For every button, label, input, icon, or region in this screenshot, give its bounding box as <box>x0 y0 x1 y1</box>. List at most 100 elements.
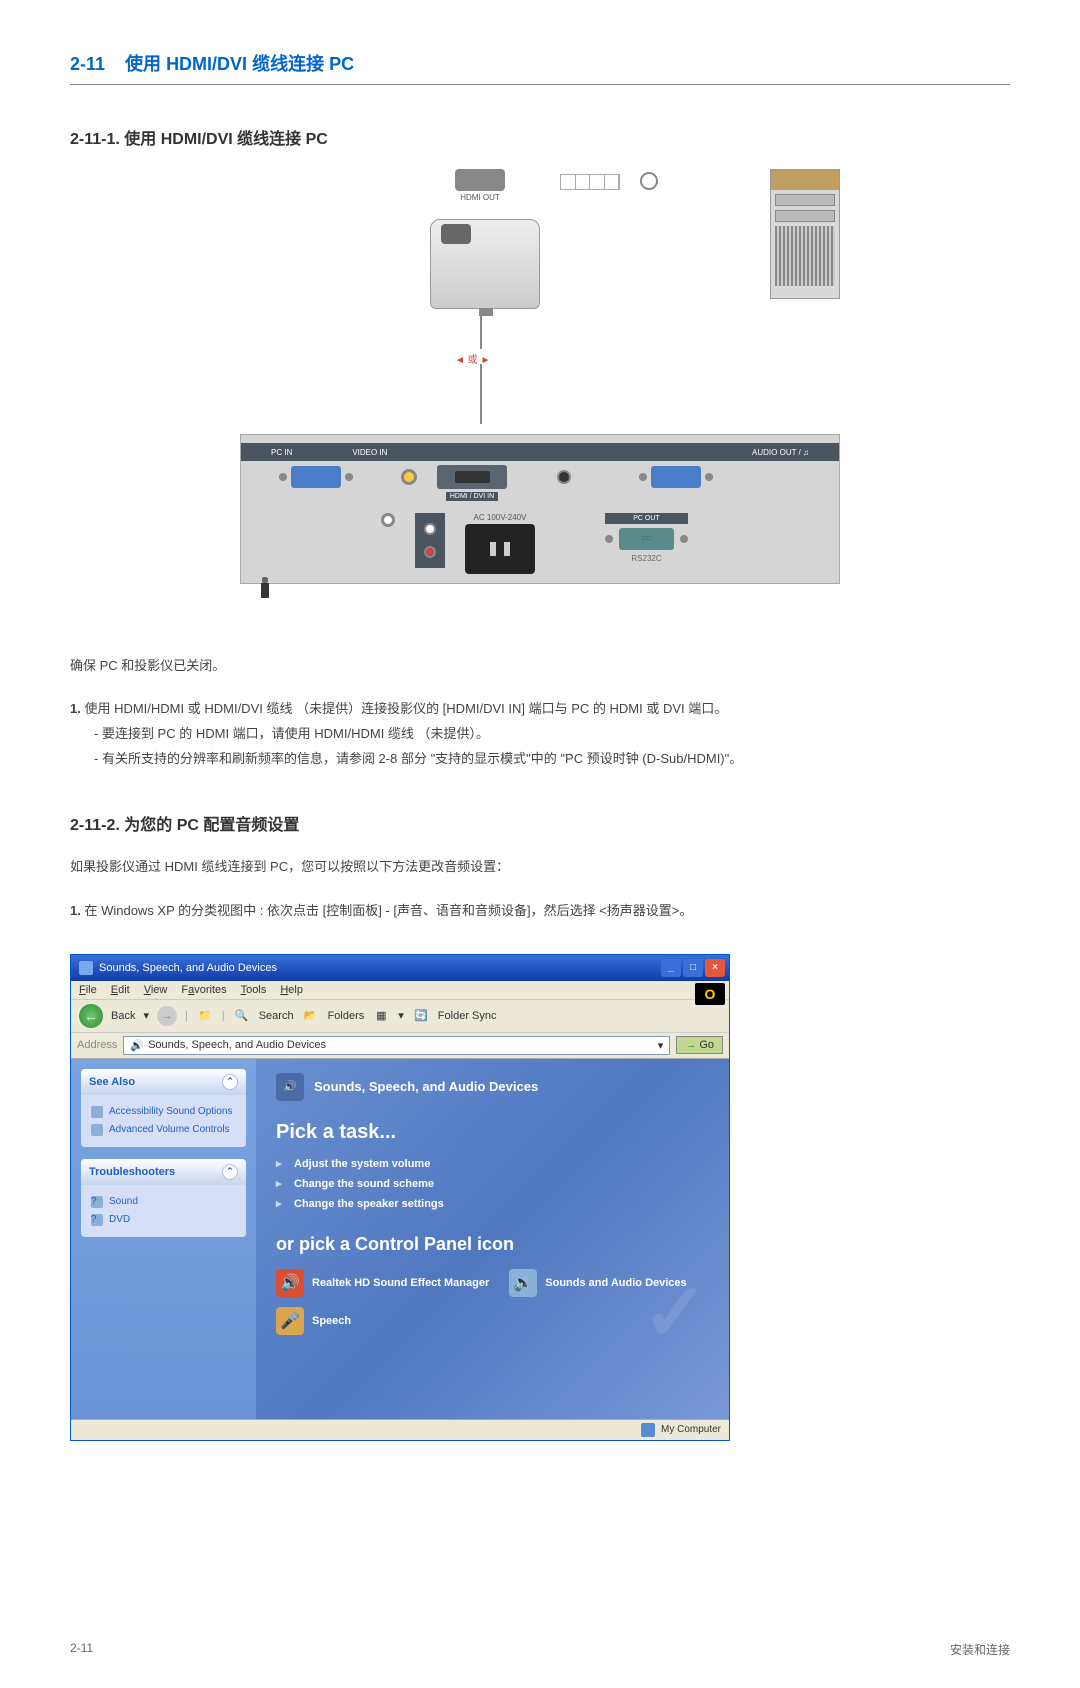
speech-icon: 🎤 <box>276 1307 304 1335</box>
cpl-item[interactable]: 🔊 Realtek HD Sound Effect Manager <box>276 1269 489 1297</box>
cable-hint-label: ◄ 或 ► <box>455 351 490 366</box>
task-label: Adjust the system volume <box>294 1158 430 1170</box>
cpl-item[interactable]: 🎤 Speech <box>276 1307 351 1335</box>
my-computer-icon <box>641 1423 655 1437</box>
hdmi-dvi-port-icon: HDMI / DVI IN <box>437 465 507 489</box>
address-input[interactable]: 🔊 Sounds, Speech, and Audio Devices ▾ <box>123 1036 670 1055</box>
forward-button[interactable]: → <box>157 1006 177 1026</box>
menu-help[interactable]: Help <box>280 984 303 996</box>
address-label: Address <box>77 1039 117 1051</box>
link-icon: ? <box>91 1214 103 1226</box>
step2-text: 在 Windows XP 的分类视图中 : 依次点击 [控制面板] - [声音、… <box>84 903 692 918</box>
page-footer: 2-11 安装和连接 <box>70 1641 1010 1658</box>
back-label: Back <box>111 1010 135 1022</box>
see-also-header[interactable]: See Also ⌃ <box>81 1069 246 1095</box>
close-button[interactable]: × <box>705 959 725 977</box>
subtitle-1-text: 使用 HDMI/DVI 缆线连接 PC <box>124 131 328 148</box>
minimize-button[interactable]: _ <box>661 959 681 977</box>
menu-edit[interactable]: Edit <box>111 984 130 996</box>
step-list-1: 1. 使用 HDMI/HDMI 或 HDMI/DVI 缆线 （未提供）连接投影仪… <box>70 697 1010 771</box>
search-icon[interactable]: 🔍 <box>233 1007 251 1025</box>
toolbar-separator: | <box>185 1010 188 1022</box>
task-link[interactable]: ▸ Change the speaker settings <box>276 1198 709 1210</box>
collapse-icon[interactable]: ⌃ <box>222 1164 238 1180</box>
folders-label[interactable]: Folders <box>328 1010 365 1022</box>
xp-titlebar[interactable]: Sounds, Speech, and Audio Devices _ □ × <box>71 955 729 981</box>
arrow-icon: ▸ <box>276 1198 288 1210</box>
connection-diagram: HDMI OUT ◄ 或 ► PC IN VIDEO IN AUDIO OUT … <box>70 169 1010 604</box>
watermark-icon: ✓ <box>642 1266 709 1359</box>
xp-main-content: 🔊 Sounds, Speech, and Audio Devices Pick… <box>256 1059 729 1419</box>
link-icon: ? <box>91 1196 103 1208</box>
search-label[interactable]: Search <box>259 1010 294 1022</box>
task-label: Change the sound scheme <box>294 1178 434 1190</box>
go-button[interactable]: → Go <box>676 1036 723 1054</box>
serial-port-icon: :::::: <box>619 528 674 550</box>
collapse-icon[interactable]: ⌃ <box>222 1074 238 1090</box>
rs232c-label: RS232C <box>605 554 688 563</box>
task-label: Change the speaker settings <box>294 1198 444 1210</box>
views-dropdown-icon[interactable]: ▾ <box>398 1009 404 1022</box>
step1-sub1: - 要连接到 PC 的 HDMI 端口，请使用 HDMI/HDMI 缆线 （未提… <box>70 722 1010 747</box>
menu-favorites[interactable]: Favorites <box>181 984 226 996</box>
subtitle-1: 2-11-1. 使用 HDMI/DVI 缆线连接 PC <box>70 125 1010 149</box>
audio-in-block <box>415 513 445 568</box>
sidebar-link[interactable]: ?Sound <box>91 1193 236 1211</box>
link-icon <box>91 1106 103 1118</box>
address-dropdown-icon[interactable]: ▾ <box>658 1039 664 1052</box>
troubleshooters-header[interactable]: Troubleshooters ⌃ <box>81 1159 246 1185</box>
statusbar-text: My Computer <box>661 1424 721 1435</box>
sidebar-link[interactable]: Accessibility Sound Options <box>91 1103 236 1121</box>
power-socket-icon <box>465 524 535 574</box>
step-list-2: 1. 在 Windows XP 的分类视图中 : 依次点击 [控制面板] - [… <box>70 899 1010 924</box>
usb-ports-icon <box>560 174 620 190</box>
folder-sync-label[interactable]: Folder Sync <box>438 1010 497 1022</box>
folder-sync-icon[interactable]: 🔄 <box>412 1007 430 1025</box>
step2-number: 1. <box>70 903 81 918</box>
link-icon <box>91 1124 103 1136</box>
footer-right: 安装和连接 <box>950 1641 1010 1658</box>
back-dropdown-icon[interactable]: ▾ <box>143 1009 149 1022</box>
back-button[interactable]: ← <box>79 1004 103 1028</box>
task-link[interactable]: ▸Change the sound scheme <box>276 1178 709 1190</box>
audio-out-label: AUDIO OUT / ♫ <box>722 448 839 457</box>
vga-port-icon <box>291 466 341 488</box>
cable-line-2 <box>480 364 482 424</box>
hdmi-out-label: HDMI OUT <box>420 193 540 202</box>
projector-back-panel: PC IN VIDEO IN AUDIO OUT / ♫ HDMI / DVI … <box>240 434 840 584</box>
menu-view[interactable]: View <box>144 984 168 996</box>
sidebar-link[interactable]: Advanced Volume Controls <box>91 1121 236 1139</box>
cpl-label: Realtek HD Sound Effect Manager <box>312 1277 489 1289</box>
sidebar-panel-troubleshooters: Troubleshooters ⌃ ?Sound ?DVD <box>81 1159 246 1237</box>
cpl-label: Speech <box>312 1315 351 1327</box>
window-title: Sounds, Speech, and Audio Devices <box>99 962 277 974</box>
video-in-label: VIDEO IN <box>322 448 417 457</box>
maximize-button[interactable]: □ <box>683 959 703 977</box>
subtitle-2-text: 为您的 PC 配置音频设置 <box>124 817 299 834</box>
address-icon: 🔊 <box>130 1039 144 1052</box>
xp-menubar: File Edit View Favorites Tools Help O <box>71 981 729 1000</box>
menu-file[interactable]: File <box>79 984 97 996</box>
arrow-icon: ▸ <box>276 1158 288 1170</box>
sidebar-link[interactable]: ?DVD <box>91 1211 236 1229</box>
menu-tools[interactable]: Tools <box>241 984 267 996</box>
cable-line-1 <box>480 309 482 349</box>
knob-icon <box>640 172 658 190</box>
rca-port-icon <box>401 469 417 485</box>
hdmi-connector-icon <box>455 169 505 191</box>
task-link[interactable]: ▸ Adjust the system volume <box>276 1158 709 1170</box>
panel-label-strip: PC IN VIDEO IN AUDIO OUT / ♫ <box>241 443 839 461</box>
audio-jack-icon <box>557 470 571 484</box>
category-icon: 🔊 <box>276 1073 304 1101</box>
up-icon[interactable]: 📁 <box>196 1007 214 1025</box>
views-icon[interactable]: ▦ <box>372 1007 390 1025</box>
address-value: Sounds, Speech, and Audio Devices <box>148 1039 326 1051</box>
folders-icon[interactable]: 📂 <box>302 1007 320 1025</box>
hdmi-out-block: HDMI OUT <box>420 169 540 202</box>
brand-logo-icon: O <box>695 983 725 1005</box>
ac-label: AC 100V-240V <box>465 513 535 522</box>
audio-in-white-icon <box>381 513 395 527</box>
footer-left: 2-11 <box>70 1641 93 1658</box>
pc-in-label: PC IN <box>241 448 322 457</box>
xp-statusbar: My Computer <box>71 1419 729 1440</box>
